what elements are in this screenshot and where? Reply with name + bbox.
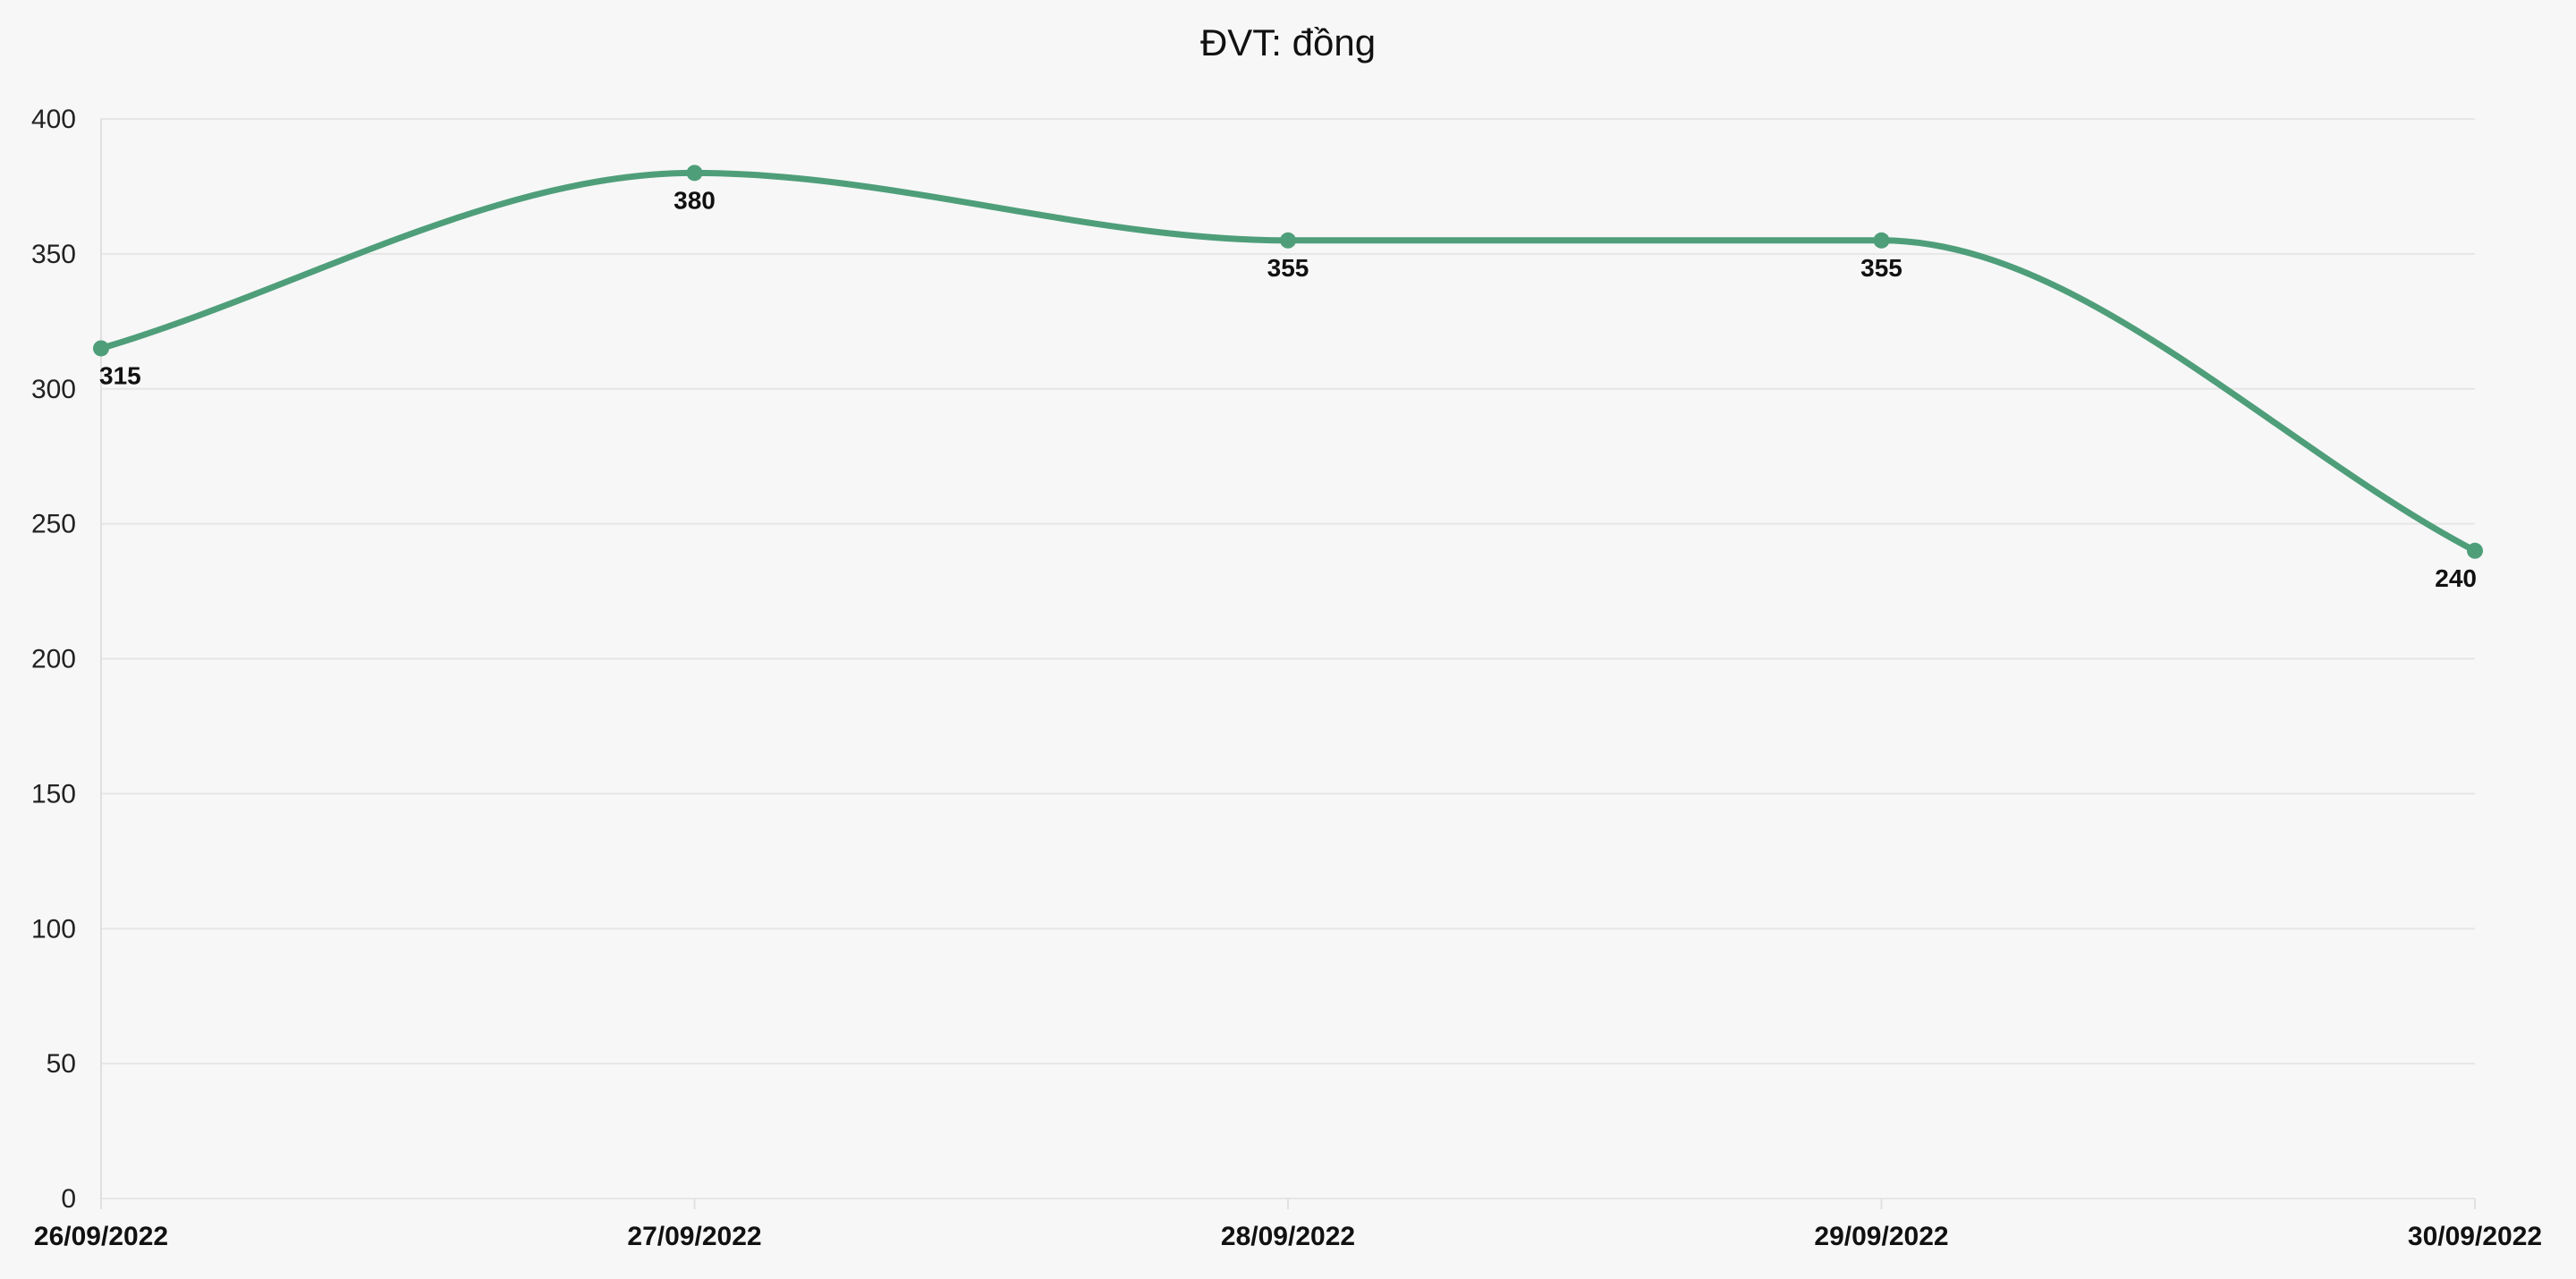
- y-tick-label: 400: [31, 105, 76, 134]
- gridlines: [101, 118, 2475, 1199]
- y-tick-label: 0: [61, 1184, 76, 1214]
- y-tick-label: 200: [31, 645, 76, 674]
- data-labels: 315 380 355 355 240: [99, 186, 2477, 591]
- y-tick-label: 350: [31, 240, 76, 269]
- y-tick-label: 300: [31, 375, 76, 404]
- data-label: 355: [1860, 254, 1902, 282]
- x-tick-label: 27/09/2022: [627, 1222, 761, 1251]
- series: [93, 165, 2483, 559]
- data-point: [93, 340, 109, 357]
- data-point: [1280, 232, 1296, 249]
- y-tick-label: 150: [31, 779, 76, 809]
- x-tick-label: 26/09/2022: [34, 1222, 168, 1251]
- x-tick-label: 30/09/2022: [2408, 1222, 2542, 1251]
- x-axis-ticks: 26/09/2022 27/09/2022 28/09/2022 29/09/2022…: [34, 1222, 2542, 1251]
- data-label: 355: [1267, 254, 1309, 282]
- axes: [100, 119, 2476, 1209]
- y-tick-label: 50: [47, 1049, 76, 1079]
- x-tick-label: 29/09/2022: [1814, 1222, 1948, 1251]
- data-label: 315: [99, 361, 141, 389]
- data-label: 240: [2435, 564, 2477, 592]
- y-tick-label: 100: [31, 914, 76, 944]
- x-tick-label: 28/09/2022: [1221, 1222, 1355, 1251]
- y-axis-ticks: 0 50 100 150 200 250 300 350 400: [31, 105, 76, 1214]
- chart-title: ĐVT: đồng: [1200, 21, 1376, 64]
- data-point: [1873, 232, 1890, 249]
- y-tick-label: 250: [31, 510, 76, 539]
- series-line: [97, 169, 2479, 555]
- data-point: [686, 165, 703, 182]
- data-label: 380: [674, 186, 716, 214]
- data-point: [2467, 542, 2483, 559]
